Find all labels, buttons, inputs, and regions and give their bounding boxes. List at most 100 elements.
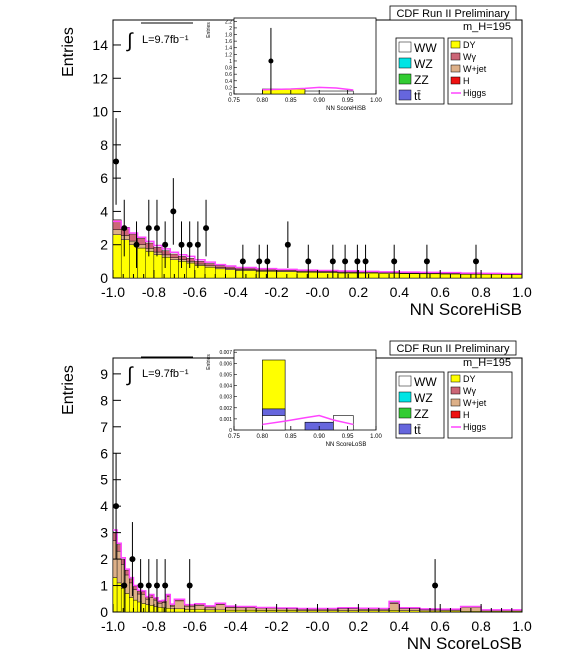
y-axis-label: Entries bbox=[60, 365, 77, 415]
y-tick-label: 2 bbox=[100, 237, 108, 253]
x-tick-label: -1.0 bbox=[101, 618, 125, 634]
data-point bbox=[194, 241, 201, 248]
bar-W+jet bbox=[194, 605, 206, 610]
bar-Wγ bbox=[204, 263, 216, 267]
bar-Wγ bbox=[235, 268, 257, 270]
y-tick-label: 6 bbox=[100, 170, 108, 186]
data-point bbox=[170, 208, 177, 215]
y-tick-label: 9 bbox=[100, 366, 108, 382]
inset-x-tick-label: 0.85 bbox=[285, 434, 297, 440]
inset-y-tick-label: 0.6 bbox=[225, 72, 232, 78]
legend-label: tt̄ bbox=[414, 89, 421, 103]
inset-frame bbox=[233, 17, 377, 95]
data-point bbox=[145, 225, 152, 232]
bar-DY bbox=[170, 608, 175, 613]
bar-DY bbox=[194, 609, 206, 613]
data-point bbox=[432, 582, 439, 589]
x-tick-label: 0.4 bbox=[390, 618, 410, 634]
inset-x-tick-label: 0.85 bbox=[285, 98, 297, 104]
inset-y-tick-label: 0.003 bbox=[219, 395, 232, 401]
legend-label: DY bbox=[463, 374, 476, 384]
legend-label: WZ bbox=[414, 57, 433, 71]
bar-W+jet bbox=[112, 229, 122, 235]
y-tick-label: 5 bbox=[100, 472, 108, 488]
header-label: CDF Run II Preliminary bbox=[396, 343, 510, 355]
y-axis-label: Entries bbox=[60, 27, 77, 77]
data-point bbox=[423, 258, 430, 265]
bar-W+jet bbox=[157, 603, 163, 608]
legend-swatch bbox=[450, 64, 461, 73]
y-tick-label: 4 bbox=[100, 203, 108, 219]
bar-W+jet bbox=[178, 259, 187, 262]
inset-x-tick-label: 1.00 bbox=[370, 98, 382, 104]
inset-y-tick-label: 2 bbox=[229, 26, 232, 32]
inset-plot: 0.75 0.80 0.85 0.90 0.95 1.0000.20.40.60.811.… bbox=[206, 17, 382, 112]
data-point bbox=[329, 258, 336, 265]
x-tick-label: -0.0 bbox=[305, 284, 329, 300]
y-tick-label: 6 bbox=[100, 445, 108, 461]
inset-x-tick-label: 0.75 bbox=[228, 434, 240, 440]
bar-DY bbox=[112, 234, 122, 279]
legend-swatch bbox=[398, 375, 412, 387]
x-tick-label: 1.0 bbox=[512, 284, 532, 300]
bar-DY bbox=[153, 254, 163, 279]
legend-label: WZ bbox=[414, 391, 433, 405]
y-tick-label: 0 bbox=[100, 604, 108, 620]
bar-DY bbox=[174, 608, 185, 613]
bar-DY bbox=[204, 609, 216, 613]
inset-plot: 0.75 0.80 0.85 0.90 0.95 1.00 0 0.001 0.002 0.003… bbox=[206, 349, 382, 448]
inset-y-tick-label: 1 bbox=[229, 59, 232, 65]
data-point bbox=[472, 258, 479, 265]
bar-DY bbox=[120, 239, 130, 279]
bar-W+jet bbox=[194, 263, 206, 266]
x-tick-label: -0.2 bbox=[265, 618, 289, 634]
chart-panel-2: -1.0 -0.8 -0.6 -0.4 -0.2 -0.0 0.2 0.4 0.6 0.8 1.00… bbox=[60, 340, 532, 653]
inset-y-tick-label: 1.6 bbox=[225, 39, 232, 45]
x-tick-label: 0.2 bbox=[349, 618, 369, 634]
data-point bbox=[239, 258, 246, 265]
bar-W+jet bbox=[204, 607, 216, 611]
inset-y-tick-label: 0.004 bbox=[219, 384, 232, 390]
legend-swatch bbox=[450, 52, 461, 61]
bar-W+jet bbox=[170, 605, 175, 610]
bar-Wγ bbox=[161, 600, 167, 603]
data-point bbox=[256, 258, 263, 265]
data-point bbox=[203, 225, 210, 232]
inset-data-point bbox=[268, 58, 274, 64]
legend-label: DY bbox=[463, 40, 476, 50]
data-point bbox=[362, 258, 369, 265]
bar-W+jet bbox=[133, 589, 138, 601]
bar-W+jet bbox=[120, 235, 130, 240]
x-tick-label: 0.4 bbox=[390, 284, 410, 300]
legend-label: Higgs bbox=[463, 422, 487, 432]
data-point bbox=[354, 258, 361, 265]
legend-label: Wγ bbox=[463, 386, 476, 396]
data-point bbox=[284, 241, 291, 248]
inset-y-tick-label: 0.4 bbox=[225, 79, 232, 85]
data-point bbox=[137, 582, 144, 589]
inset-x-label: NN ScoreLoSB bbox=[326, 442, 367, 448]
x-tick-label: -0.4 bbox=[224, 284, 248, 300]
x-axis-label: NN ScoreHiSB bbox=[410, 300, 522, 319]
y-tick-label: 8 bbox=[100, 392, 108, 408]
chart-panel-1: -1.0 -0.8 -0.6 -0.4 -0.2 -0.0 0.2 0.4 0.6 0.8 1.00… bbox=[60, 5, 532, 319]
lumi-label: L=9.7fb⁻¹ bbox=[142, 368, 189, 380]
inset-bar bbox=[304, 90, 354, 95]
header-box bbox=[389, 5, 517, 21]
bar-Wγ bbox=[170, 604, 175, 607]
bar-DY bbox=[215, 268, 226, 279]
legend-swatch bbox=[398, 57, 412, 69]
legend: WW WZ ZZ tt̄ DY Wγ W+jet H Higgs bbox=[395, 371, 513, 439]
x-tick-label: 0.2 bbox=[349, 284, 369, 300]
legend-label: ZZ bbox=[414, 407, 429, 421]
inset-y-tick-label: 0.005 bbox=[219, 372, 232, 378]
x-axis-label: NN ScoreLoSB bbox=[407, 634, 522, 653]
bar-DY bbox=[133, 599, 138, 613]
data-point bbox=[153, 225, 160, 232]
data-point bbox=[178, 241, 185, 248]
legend-label: ZZ bbox=[414, 73, 429, 87]
data-point bbox=[162, 241, 169, 248]
inset-x-tick-label: 0.90 bbox=[313, 434, 325, 440]
legend-label: W+jet bbox=[463, 64, 487, 74]
data-point bbox=[264, 258, 271, 265]
